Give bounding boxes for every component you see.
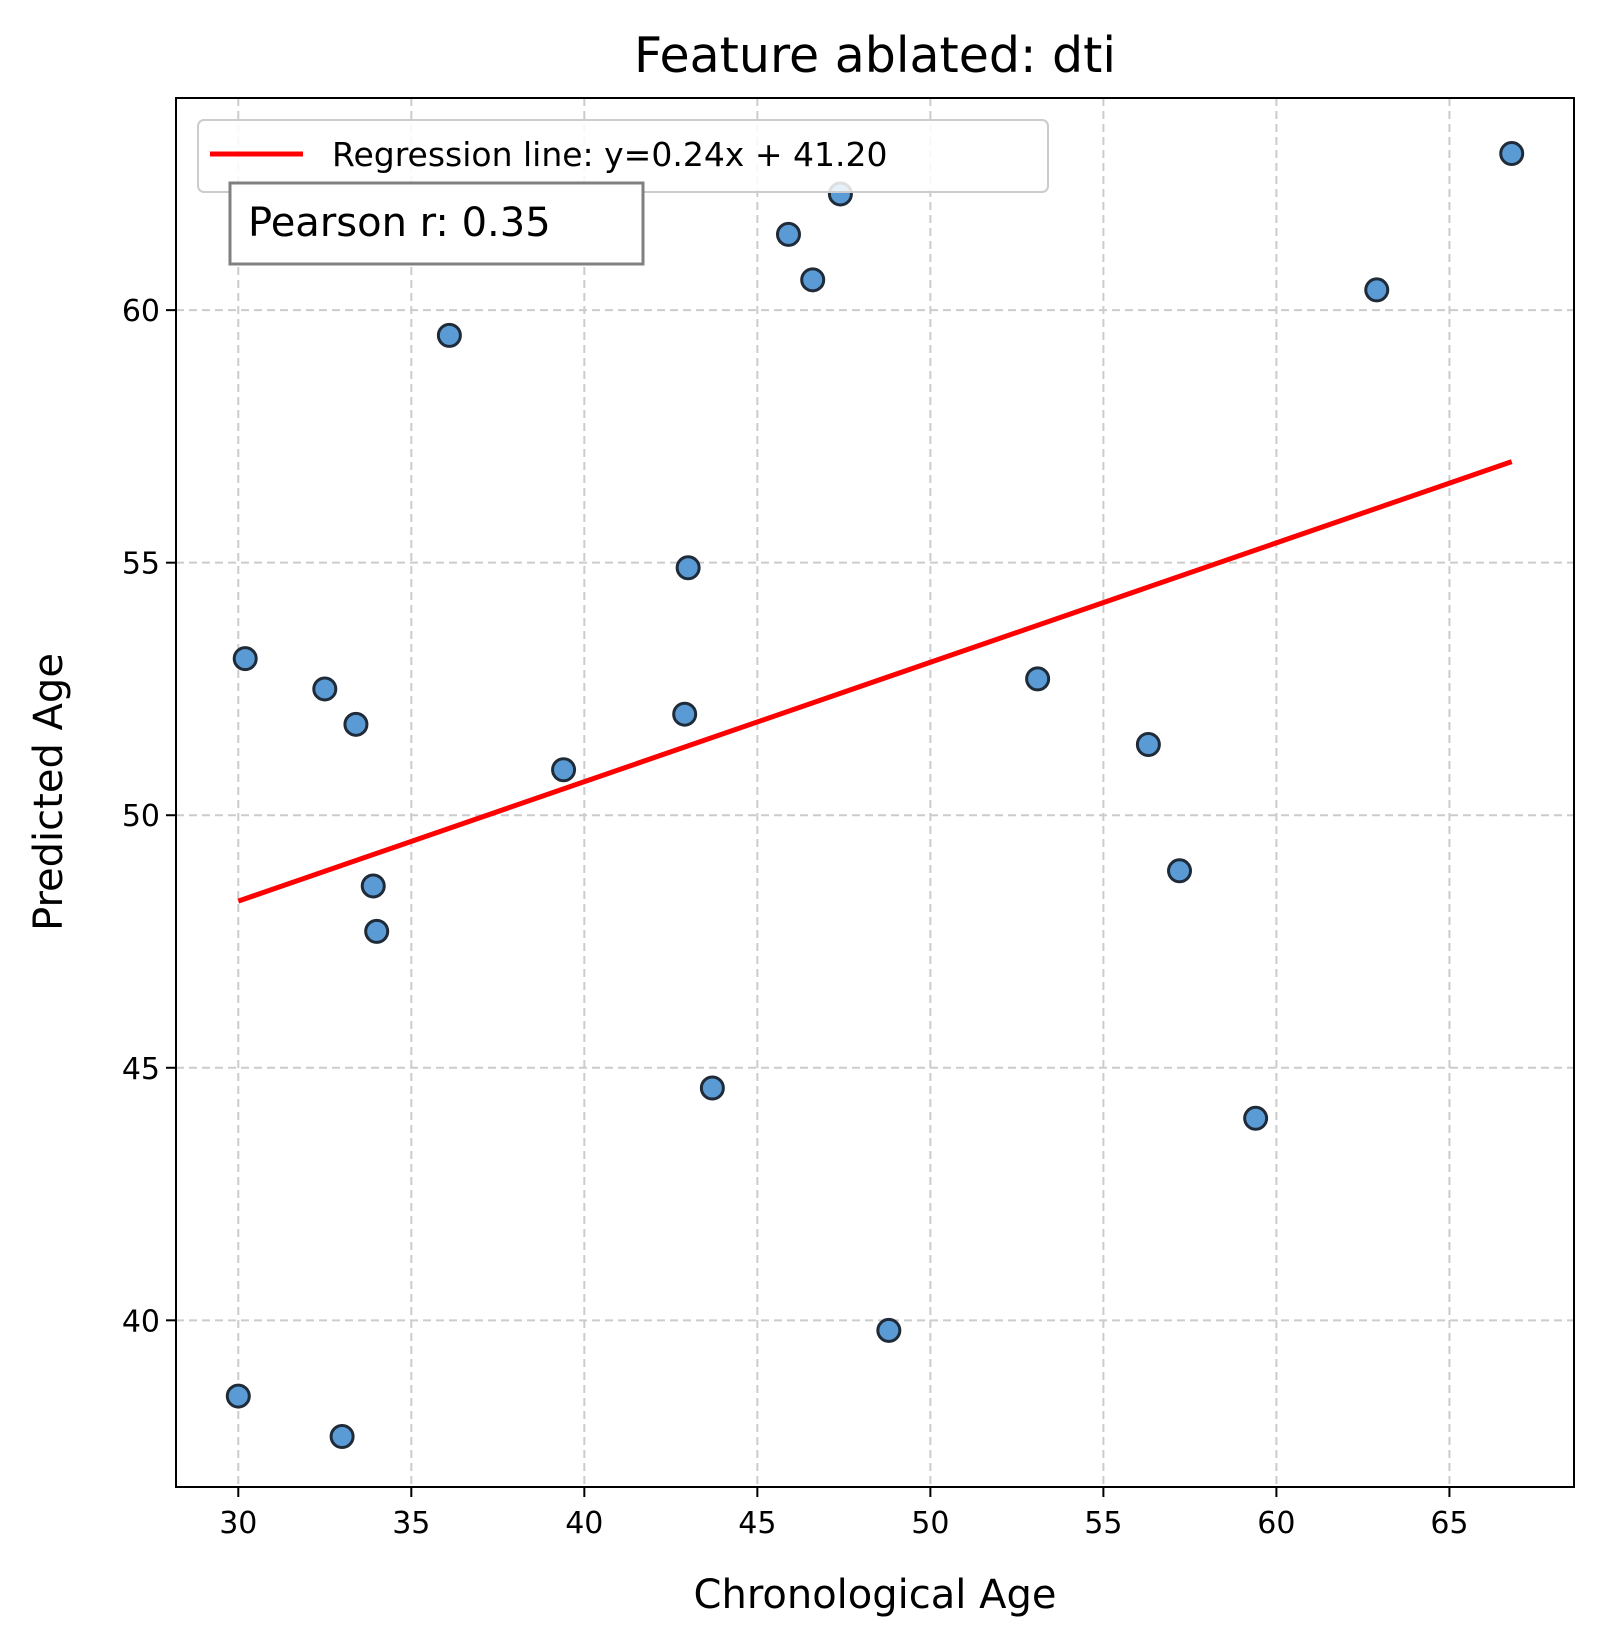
- scatter-point: [800, 267, 826, 293]
- x-tick-label: 60: [1257, 1506, 1295, 1541]
- x-tick-label: 30: [219, 1506, 257, 1541]
- scatter-point: [675, 555, 701, 581]
- pearson-box: [228, 181, 645, 266]
- scatter-points: [225, 141, 1525, 1449]
- x-tick-label: 55: [1084, 1506, 1122, 1541]
- y-axis-label: Predicted Age: [26, 653, 72, 931]
- scatter-point: [364, 918, 390, 944]
- scatter-point: [343, 711, 369, 737]
- scatter-point: [1025, 666, 1051, 692]
- x-tick-label: 65: [1430, 1506, 1468, 1541]
- pearson-text: Pearson r: 0.35: [248, 200, 551, 246]
- scatter-point: [1135, 732, 1161, 758]
- scatter-point: [1243, 1105, 1269, 1131]
- scatter-point: [436, 322, 462, 348]
- x-tick-label: 40: [565, 1506, 603, 1541]
- regression-line-group: [237, 459, 1513, 904]
- legend: Regression line: y=0.24x + 41.20: [197, 119, 1049, 193]
- scatter-point: [1499, 141, 1525, 167]
- y-tick-label: 55: [122, 547, 160, 582]
- scatter-point: [1364, 277, 1390, 303]
- pearson-annotation: Pearson r: 0.35: [228, 181, 645, 266]
- y-tick-label: 60: [122, 294, 160, 329]
- scatter-point: [672, 701, 698, 727]
- scatter-point: [232, 646, 258, 672]
- x-axis-ticks: 30 35 40 45 50 55 60 65: [219, 1487, 1469, 1541]
- y-axis-ticks: 40 45 50 55 60: [122, 294, 176, 1339]
- x-tick-label: 35: [392, 1506, 430, 1541]
- scatter-point: [551, 757, 577, 783]
- scatter-point: [699, 1075, 725, 1101]
- legend-label: Regression line: y=0.24x + 41.20: [332, 135, 887, 174]
- scatter-point: [329, 1423, 355, 1449]
- plot-area: [175, 97, 1575, 1488]
- scatter-point: [312, 676, 338, 702]
- scatter-point: [225, 1383, 251, 1409]
- chart-title: Feature ablated: dti: [634, 27, 1116, 84]
- y-tick-label: 45: [122, 1052, 160, 1087]
- x-tick-label: 45: [738, 1506, 776, 1541]
- x-axis-label: Chronological Age: [694, 1572, 1057, 1618]
- scatter-point: [775, 221, 801, 247]
- scatter-point: [876, 1317, 902, 1343]
- grid: [176, 98, 1574, 1487]
- scatter-point: [360, 873, 386, 899]
- y-tick-label: 50: [122, 799, 160, 834]
- y-tick-label: 40: [122, 1304, 160, 1339]
- x-tick-label: 50: [911, 1506, 949, 1541]
- scatter-point: [1167, 858, 1193, 884]
- regression-line: [237, 459, 1513, 904]
